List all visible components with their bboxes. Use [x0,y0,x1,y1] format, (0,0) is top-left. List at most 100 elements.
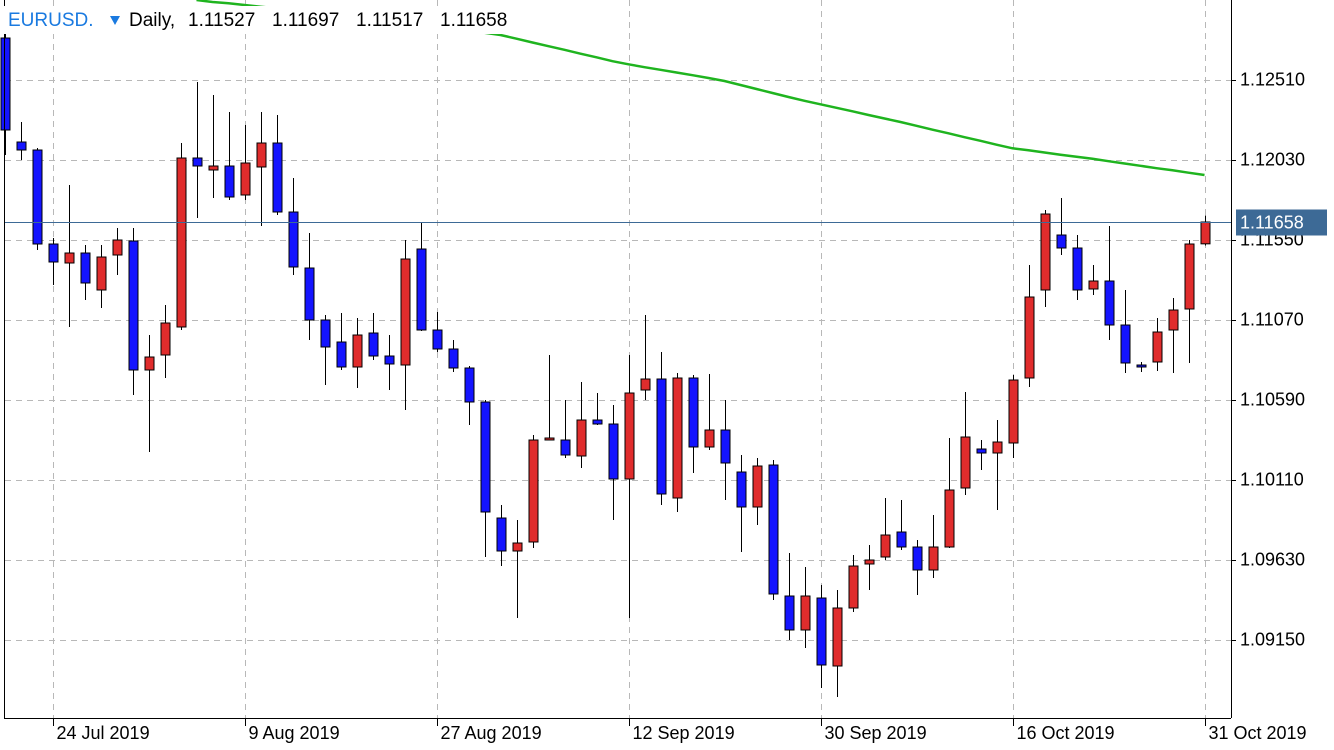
candle-body [720,429,731,464]
candle-body [688,377,699,448]
candle-body [256,142,267,168]
y-tick-label: 1.12510 [1240,69,1305,89]
candle-body [960,436,971,489]
candle-body [656,378,667,495]
candle-body [560,439,571,456]
candle-body [176,157,187,328]
candle-body [1120,324,1131,364]
candle-body [1104,280,1115,326]
candle-body [1088,280,1099,290]
candle-body [672,377,683,499]
candle-body [768,464,779,595]
candle-body [224,165,235,198]
candle-body [288,211,299,268]
candle-body [1056,234,1067,249]
candle-body [496,517,507,552]
candle-body [512,542,523,552]
candle-body [544,437,555,441]
header-low: 1.11517 [356,10,423,31]
candle-body [336,341,347,368]
symbol: EURUSD. [8,10,94,31]
candle-body [64,252,75,264]
candle-body [96,256,107,291]
candle-body [400,258,411,366]
candle-body [816,597,827,666]
candle-body [160,322,171,356]
candle-body [896,531,907,548]
candle-body [1136,364,1147,368]
candle-body [880,534,891,558]
candle-body [240,162,251,196]
candle-body [208,165,219,171]
candle-body [0,37,11,131]
candle-body [112,239,123,256]
candle-body [352,334,363,368]
candle-body [912,546,923,571]
x-tick-label: 12 Sep 2019 [633,723,735,743]
candle-body [592,419,603,425]
candle-body [368,332,379,357]
candle-body [1008,379,1019,444]
current-price-tag [1236,209,1327,236]
candle-body [608,423,619,480]
header-open: 1.11527 [188,10,255,31]
y-tick-label: 1.09150 [1240,629,1305,649]
candle-body [944,489,955,548]
symbol-menu-icon[interactable] [110,16,120,25]
y-tick-label: 1.10110 [1240,469,1304,489]
candle-body [784,595,795,631]
candle-body [272,142,283,213]
candle-body [416,248,427,331]
candle-body [384,355,395,365]
header: EURUSD. Daily, 1.11527 1.11697 1.11517 1… [4,6,524,34]
candle-body [144,356,155,371]
candle-body [576,419,587,457]
candle-body [80,252,91,284]
candle-body [640,378,651,391]
timeframe: Daily, [129,10,175,31]
candle-body [192,157,203,167]
x-tick-label: 31 Oct 2019 [1209,723,1307,743]
header-close: 1.11658 [440,10,507,31]
candle-body [752,465,763,508]
candle-body [528,439,539,543]
x-tick-label: 27 Aug 2019 [441,723,542,743]
candle-body [1072,247,1083,291]
candle-body [448,348,459,369]
candle-body [832,607,843,667]
y-tick-label: 1.10590 [1240,389,1305,409]
y-tick-label: 1.11070 [1240,309,1304,329]
current-price-label: 1.11658 [1240,212,1304,232]
candle-body [1184,243,1195,310]
candle-body [464,367,475,403]
candle-body [1040,213,1051,291]
candle-body [16,141,27,151]
header-bg [4,6,524,34]
candle-body [928,546,939,571]
candle-body [704,429,715,448]
candle-body [1168,309,1179,331]
candle-body [800,595,811,631]
x-tick-label: 24 Jul 2019 [57,723,150,743]
candle-body [864,559,875,565]
y-tick-label: 1.12030 [1240,149,1305,169]
candle-body [304,267,315,321]
candle-body [624,392,635,480]
candle-body [992,441,1003,454]
candle-body [1152,331,1163,363]
candle-body [976,448,987,454]
x-tick-label: 9 Aug 2019 [249,723,340,743]
candle-body [1200,221,1211,245]
candle-body [432,329,443,350]
header-high: 1.11697 [272,10,339,31]
candle-body [480,401,491,513]
candle-body [128,240,139,371]
candle-body [848,565,859,609]
candle-body [48,243,59,263]
x-tick-label: 30 Sep 2019 [825,723,927,743]
x-tick-label: 16 Oct 2019 [1017,723,1115,743]
candle-body [32,149,43,245]
candle-body [1024,296,1035,379]
